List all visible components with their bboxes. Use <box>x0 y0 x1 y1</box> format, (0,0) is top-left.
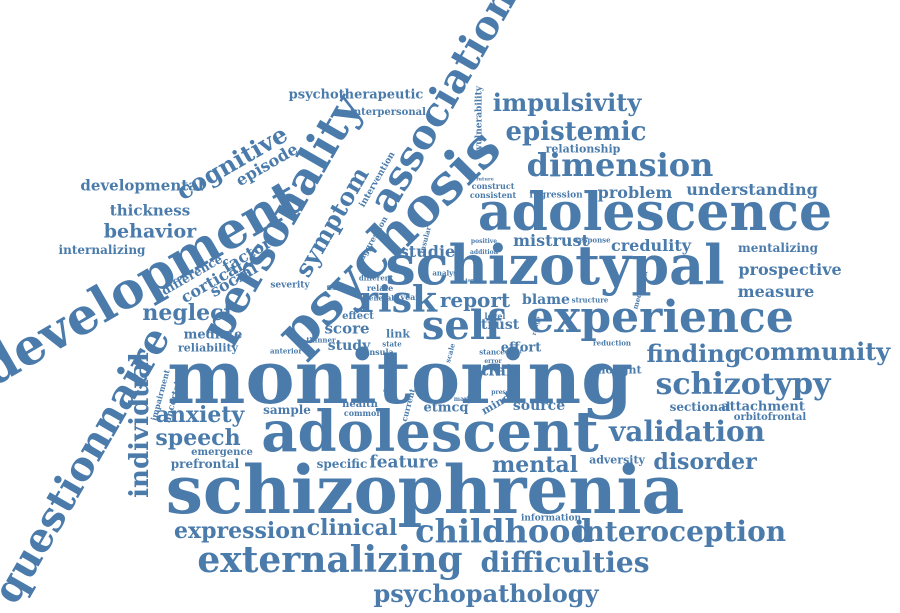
word-vulnerability: vulnerability <box>474 86 485 150</box>
word-consistent: consistent <box>469 190 517 200</box>
word-anterior: anterior <box>269 346 303 356</box>
word-present: present <box>491 389 517 396</box>
word-emergence: emergence <box>191 447 253 458</box>
word-construct: construct <box>471 181 515 191</box>
word-externalizing: externalizing <box>197 539 463 581</box>
word-specific: specific <box>316 457 368 471</box>
word-clinical: clinical <box>306 515 398 541</box>
word-reduction: reduction <box>592 338 632 348</box>
word-etmcq: etmcq <box>423 400 469 416</box>
word-difficulties: difficulties <box>480 546 650 579</box>
word-neglect: neglect <box>142 300 234 326</box>
word-analyse: analyse <box>432 268 462 278</box>
word-self: self <box>421 302 503 349</box>
word-individual: individual <box>125 352 155 498</box>
word-sample: sample <box>263 403 311 417</box>
word-childhood: childhood <box>415 512 593 550</box>
word-schizophrenia: schizophrenia <box>165 451 685 529</box>
word-model: model <box>504 349 522 356</box>
word-stance: stance <box>479 347 505 357</box>
word-expression: expression <box>174 518 306 544</box>
word-speech: speech <box>155 425 241 451</box>
word-effort: effort <box>500 340 542 356</box>
word-psychopathology: psychopathology <box>373 579 599 608</box>
word-report: report <box>439 288 511 312</box>
word-prospective: prospective <box>738 260 842 279</box>
word-schizotypy: schizotypy <box>655 367 831 402</box>
word-adolescent: adolescent <box>261 399 599 465</box>
word-interpersonal: interpersonal <box>350 107 426 118</box>
word-thickness: thickness <box>109 201 191 220</box>
word-study: study <box>327 338 371 354</box>
word-adolescence: adolescence <box>477 182 833 243</box>
word-mistrust: mistrust <box>513 231 589 250</box>
word-relate: relate <box>366 283 394 293</box>
word-trait: trait <box>481 361 519 380</box>
word-mediate: mediate <box>183 327 243 343</box>
word-regression: regression <box>529 190 583 201</box>
word-addition: addition <box>470 249 498 256</box>
word-studies: studies <box>399 242 465 261</box>
word-score: score <box>324 319 370 338</box>
word-measure: measure <box>737 282 815 301</box>
word-risk: risk <box>359 279 437 321</box>
word-year: year <box>400 292 420 302</box>
word-trust: trust <box>480 317 520 333</box>
word-blame: blame <box>522 292 570 308</box>
word-mentalizing: mentalizing <box>738 241 818 255</box>
word-mental: mental <box>491 452 579 478</box>
word-behavior: behavior <box>103 220 197 243</box>
word-disorder: disorder <box>653 449 757 475</box>
word-information: information <box>520 513 582 524</box>
word-state: state <box>382 339 402 349</box>
word-developmental: developmental <box>80 176 204 195</box>
word-interoception: interoception <box>573 515 787 548</box>
word-insula: insula <box>366 347 394 357</box>
word-credulity: credulity <box>610 236 692 255</box>
word-marker: marker <box>453 396 479 403</box>
word-health: health <box>342 399 378 410</box>
word-experience: experience <box>526 292 794 343</box>
word-link: link <box>386 327 410 341</box>
word-general: general <box>364 293 394 303</box>
word-impulsivity: impulsivity <box>492 88 642 117</box>
word-common: common <box>343 408 383 418</box>
word-relationship: relationship <box>545 142 621 156</box>
word-anxiety: anxiety <box>155 402 245 428</box>
word-future: future <box>476 176 494 183</box>
word-level: level <box>484 311 506 321</box>
word-sectional: sectional <box>669 400 731 414</box>
word-prefrontal: prefrontal <box>170 457 240 471</box>
word-thought: thought <box>592 363 642 377</box>
word-finding: finding <box>646 339 742 368</box>
word-severity: severity <box>270 280 310 291</box>
word-understanding: understanding <box>686 180 818 199</box>
word-effect: effect <box>342 311 374 322</box>
word-error: error <box>484 358 502 365</box>
word-target: target <box>465 277 483 284</box>
word-psychotherapeutic: psychotherapeutic <box>288 87 424 103</box>
word-internalizing: internalizing <box>58 243 146 257</box>
word-positive: positive <box>470 238 498 245</box>
word-monitoring: monitoring <box>167 335 633 421</box>
word-structure: structure <box>571 295 609 305</box>
word-different: different <box>358 273 394 283</box>
word-female: female <box>326 285 350 292</box>
word-adversity: adversity <box>589 453 645 467</box>
word-validation: validation <box>608 415 766 448</box>
word-problem: problem <box>597 183 673 202</box>
word-attachment: attachment <box>721 399 805 415</box>
word-community: community <box>739 337 891 366</box>
word-orbitofrontal: orbitofrontal <box>733 412 807 423</box>
word-source: source <box>512 398 566 414</box>
word-epistemic: epistemic <box>505 117 647 147</box>
word-thinner: thinner <box>306 335 336 345</box>
word-feature: feature <box>369 452 439 473</box>
word-response: response <box>575 235 611 245</box>
word-dimension: dimension <box>526 146 714 184</box>
word-schizotypal: schizotypal <box>385 233 725 297</box>
word-reliability: reliability <box>178 341 238 355</box>
